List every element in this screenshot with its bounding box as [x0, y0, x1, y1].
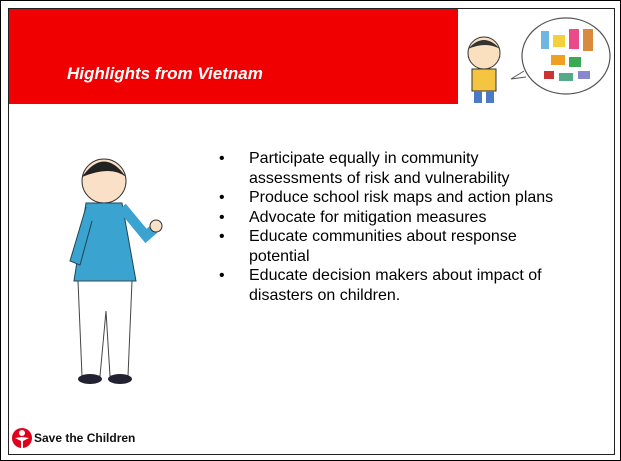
bullet: Educate decision makers about impact of …: [219, 266, 559, 305]
slide-title: Highlights from Vietnam: [67, 64, 263, 84]
bullet: Produce school risk maps and action plan…: [219, 188, 559, 208]
header-illustration: [456, 11, 616, 106]
man-illustration: [56, 141, 186, 391]
bullet: Educate communities about response poten…: [219, 227, 559, 266]
logo-text: Save the Children: [34, 431, 135, 445]
bullet: Advocate for mitigation measures: [219, 208, 559, 228]
logo-icon: [11, 425, 33, 451]
bullet: Participate equally in community assessm…: [219, 149, 559, 188]
slide: Highlights from Vietnam Participate equa…: [0, 0, 621, 461]
bullet-list: Participate equally in community assessm…: [219, 149, 559, 305]
header-band: [9, 9, 458, 104]
